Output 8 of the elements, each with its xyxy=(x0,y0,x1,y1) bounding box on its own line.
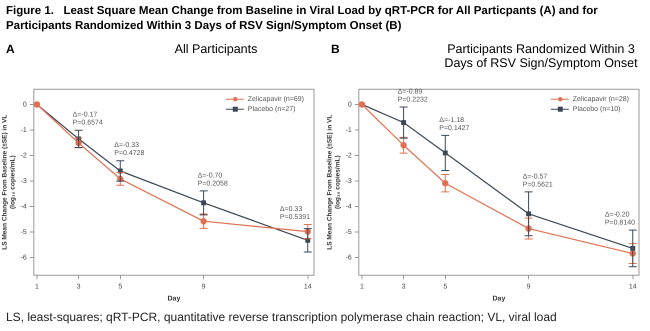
chart-subtitle: All Participants xyxy=(174,42,258,56)
text: A xyxy=(5,42,16,56)
chart-title: Participants Randomized Within 3 Days of RSV Sign/Symptom Onset xyxy=(443,42,639,70)
text: LS, least-squares; qRT-PCR, quantitative reverse transcription polymerase chain reaction; VL, viral load xyxy=(6,310,558,324)
point xyxy=(201,200,206,206)
text: B xyxy=(330,42,341,56)
point xyxy=(401,120,406,126)
chart-title: Figure 1. Least Square Mean Change from Baseline in Viral Load by qRT-PCR for All Particpants (A) and for Participants Randomized Within 3 Days of RSV Sign/Symptom Onset (B) xyxy=(5,4,599,34)
